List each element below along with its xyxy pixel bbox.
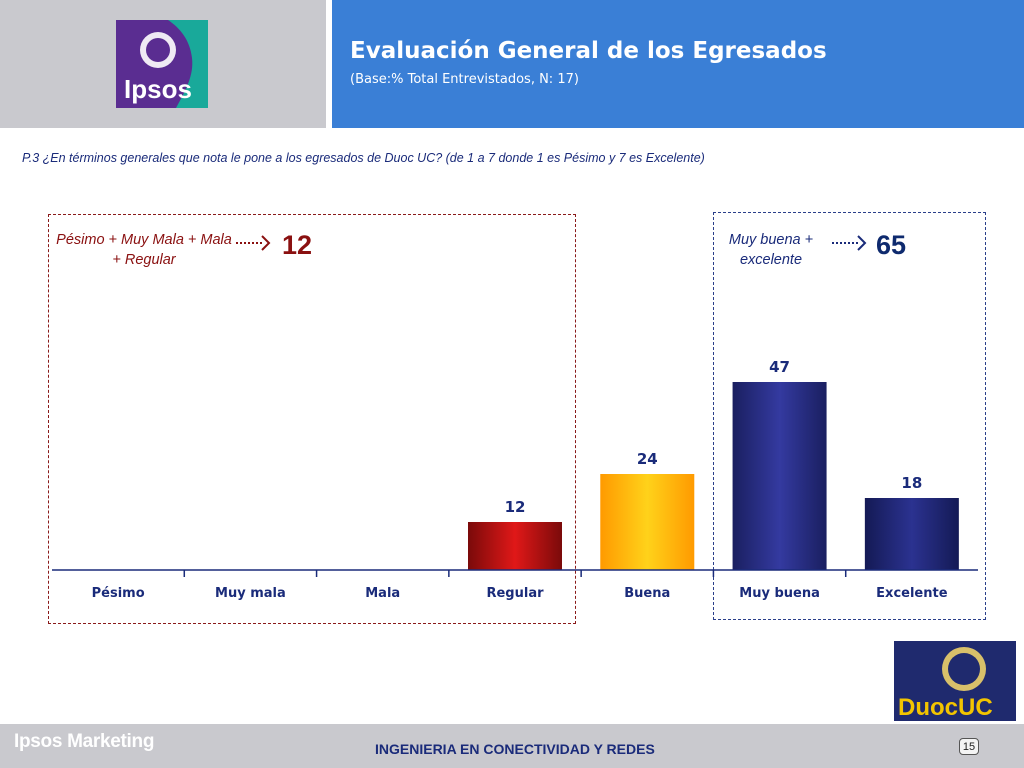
x-tick-label: Excelente	[876, 586, 948, 601]
ipsos-logo-text: Ipsos	[124, 74, 192, 104]
survey-question: P.3 ¿En términos generales que nota le p…	[22, 151, 705, 165]
negative-group-value: 12	[282, 230, 313, 260]
dotted-arrow-icon	[236, 235, 271, 251]
footer-band	[0, 724, 1024, 768]
duoc-logo-text: DuocUC	[898, 694, 993, 721]
bar-chart: 12 24 47 18 Pésimo Muy mala Mala Regular Buena M…	[52, 358, 978, 601]
data-label: 18	[901, 474, 922, 492]
negative-group-box	[48, 214, 576, 624]
bar	[864, 498, 959, 570]
x-tick-label: Regular	[486, 586, 544, 601]
bar	[600, 474, 695, 570]
data-label: 47	[769, 358, 790, 376]
negative-group-label: Pésimo + Muy Mala + Mala + Regular	[56, 232, 232, 268]
ipsos-logo: Ipsos	[116, 20, 208, 108]
x-tick-label: Buena	[624, 586, 670, 601]
bar	[732, 382, 827, 570]
x-tick-label: Muy buena	[739, 586, 820, 601]
page-title: Evaluación General de los Egresados	[350, 38, 827, 64]
page-number: 15	[959, 738, 979, 755]
positive-group-box	[713, 212, 986, 620]
data-label: 24	[637, 450, 658, 468]
footer-brand: Ipsos Marketing	[14, 731, 155, 752]
positive-group-value: 65	[876, 230, 907, 260]
x-tick-label: Pésimo	[92, 586, 145, 601]
header-band	[332, 0, 1024, 128]
duoc-logo: DuocUC	[894, 641, 1016, 721]
data-label: 12	[505, 498, 526, 516]
x-tick-label: Mala	[365, 586, 400, 601]
bar	[468, 522, 562, 570]
positive-group-label: Muy buena + excelente	[728, 232, 814, 268]
x-tick-label: Muy mala	[215, 586, 286, 601]
footer-course-title: INGENIERIA EN CONECTIVIDAD Y REDES	[375, 741, 655, 757]
page-subtitle: (Base:% Total Entrevistados, N: 17)	[350, 72, 579, 87]
dotted-arrow-icon	[832, 235, 867, 251]
